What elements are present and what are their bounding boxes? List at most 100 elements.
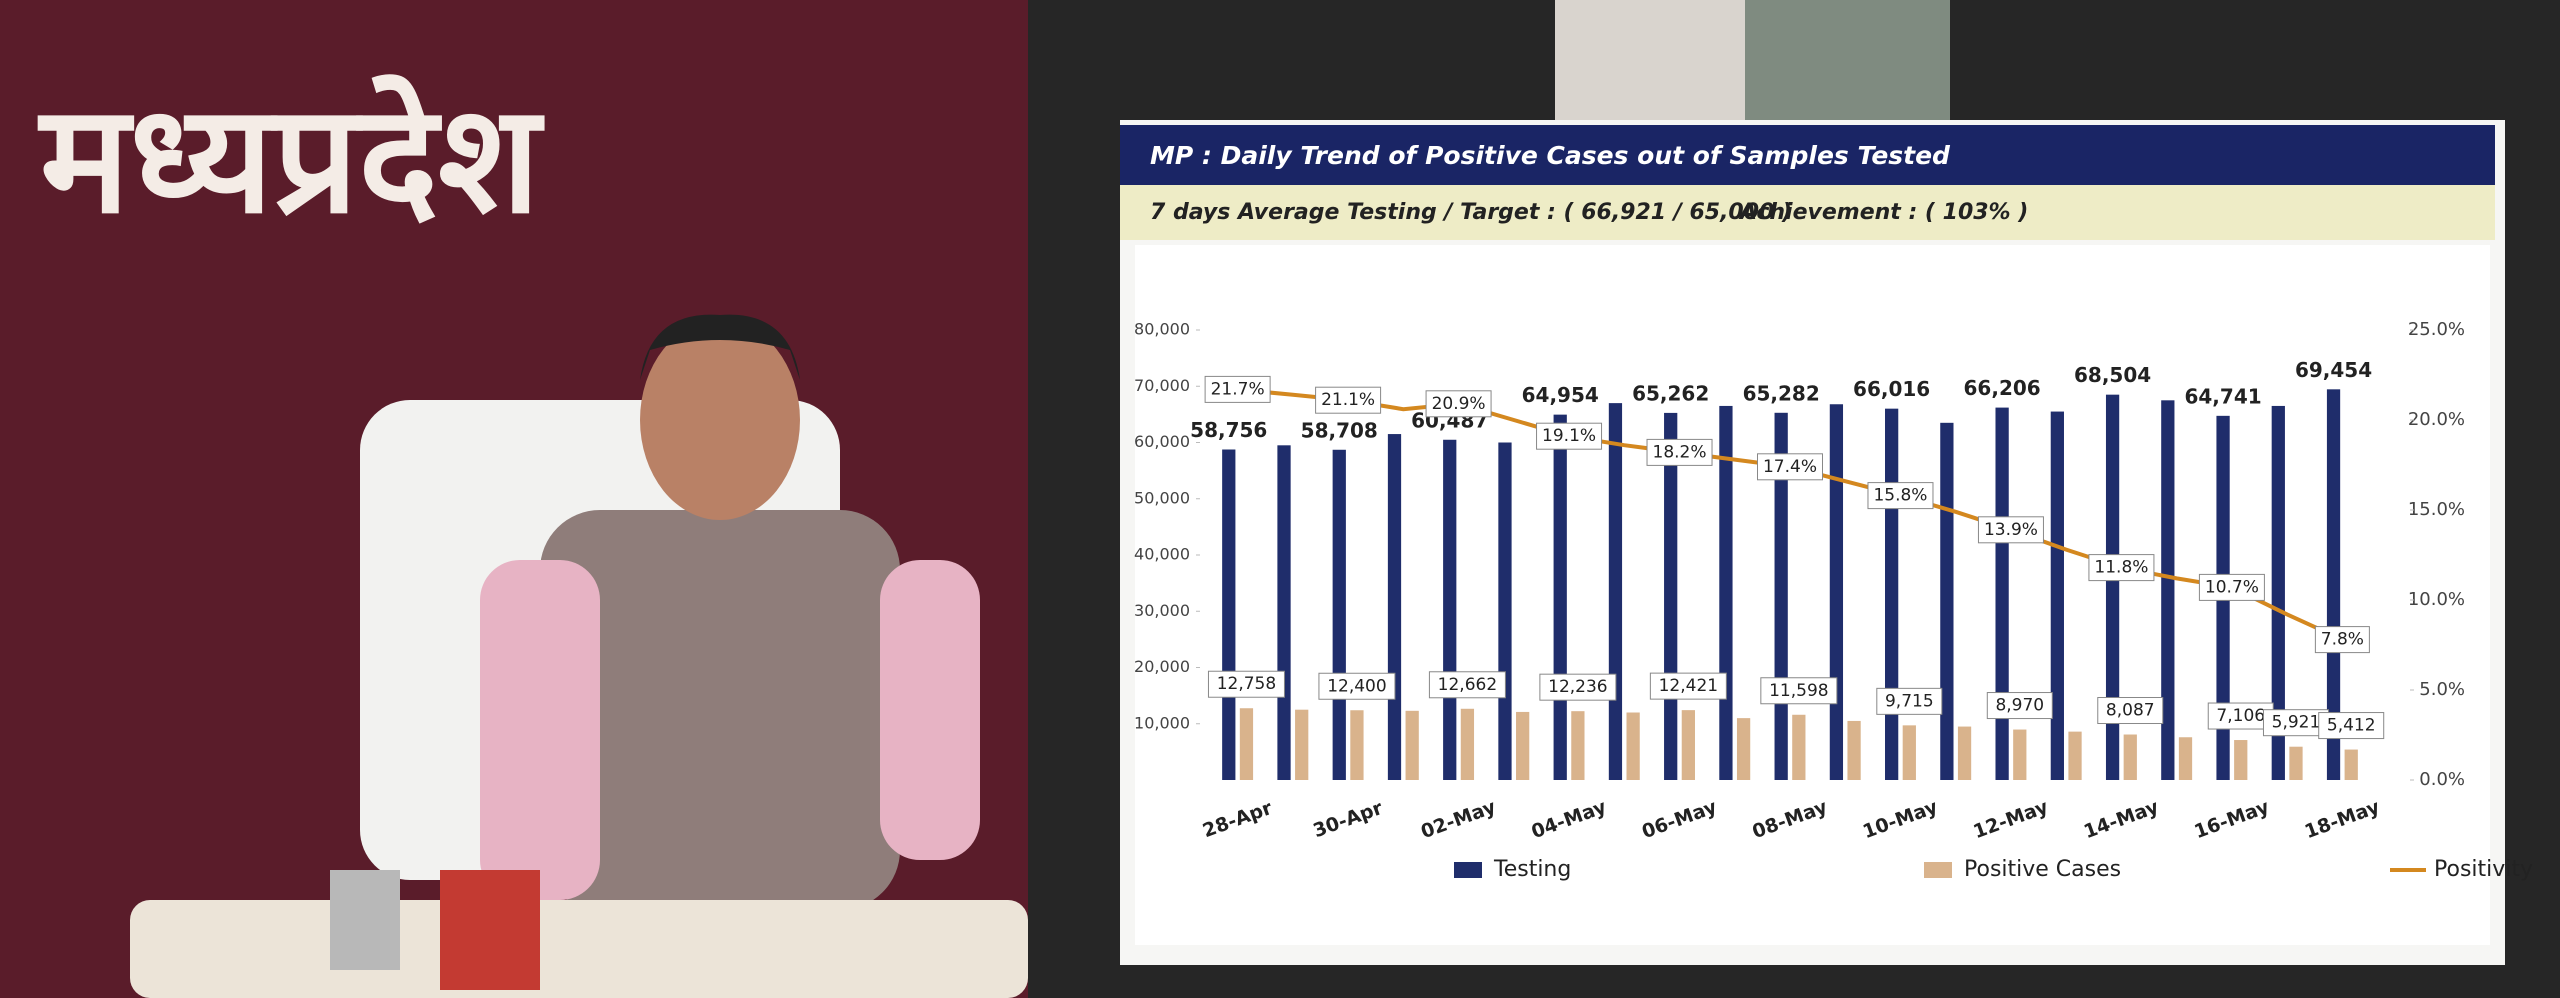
legend-swatch xyxy=(1924,862,1952,878)
sleeve-right xyxy=(880,560,980,860)
bar-value-label: 65,262 xyxy=(1632,381,1709,405)
bar xyxy=(1885,408,1899,780)
y-tick-label: 60,000 xyxy=(1134,432,1190,451)
bar xyxy=(2234,740,2248,780)
bar xyxy=(1829,404,1844,780)
bar xyxy=(1736,718,1751,780)
y-tick-label: 10,000 xyxy=(1134,713,1190,732)
line-value-label: 7.8% xyxy=(2321,630,2364,650)
y2-tick-label: 10.0% xyxy=(2408,589,2465,610)
bar xyxy=(1222,449,1236,780)
y-tick-label: 50,000 xyxy=(1134,488,1190,507)
bar-value-label: 8,970 xyxy=(1995,696,2044,716)
bar xyxy=(1405,710,1419,780)
bar-value-label: 12,662 xyxy=(1438,675,1497,695)
bar xyxy=(2068,731,2082,780)
line-value-label: 17.4% xyxy=(1763,457,1817,477)
bar-value-label: 5,412 xyxy=(2327,716,2376,736)
value-label-box xyxy=(1876,687,1943,715)
bar xyxy=(1460,708,1475,780)
bar xyxy=(1792,714,1806,780)
sleeve-left xyxy=(480,560,600,900)
line-value-label: 15.8% xyxy=(1873,486,1927,506)
y-tick-label: 30,000 xyxy=(1134,601,1190,620)
line-value-label: 18.2% xyxy=(1653,442,1707,462)
bar-value-label: 64,741 xyxy=(2184,384,2261,408)
vest xyxy=(540,510,900,910)
bar xyxy=(1498,442,1512,780)
legend-label: Testing xyxy=(1493,857,1571,882)
bar-value-label: 12,758 xyxy=(1217,674,1276,694)
bar xyxy=(1681,710,1695,780)
y-tick-label: 40,000 xyxy=(1134,545,1190,564)
bar xyxy=(1332,449,1346,780)
value-label-box xyxy=(1649,672,1727,700)
line-label-box xyxy=(1536,422,1603,450)
bar xyxy=(1553,414,1567,780)
line-label-box xyxy=(1425,390,1492,418)
bar-value-label: 66,206 xyxy=(1964,376,2041,400)
legend-swatch xyxy=(1454,862,1482,878)
bar xyxy=(1664,412,1678,780)
brand-text: मध्यप्रदेश xyxy=(37,73,545,247)
line-label-box xyxy=(2314,626,2370,654)
pen-stand xyxy=(440,870,540,990)
bar xyxy=(1902,725,1916,780)
bar xyxy=(2105,394,2120,780)
line-value-label: 21.1% xyxy=(1321,390,1375,410)
bar xyxy=(1626,712,1640,780)
line-value-label: 10.7% xyxy=(2205,577,2259,597)
value-label-box xyxy=(1539,673,1617,701)
bar-value-label: 68,504 xyxy=(2074,363,2151,387)
y2-tick-label: 15.0% xyxy=(2408,499,2465,520)
line-label-box xyxy=(1757,453,1823,481)
line-value-label: 21.7% xyxy=(1211,379,1265,399)
chart-subtitle: 7 days Average Testing / Target : ( 66,9… xyxy=(1150,200,1792,225)
value-label-box xyxy=(1760,677,1838,705)
bar xyxy=(1387,434,1402,780)
line-value-label: 20.9% xyxy=(1432,394,1486,414)
bar xyxy=(1350,710,1364,780)
bar xyxy=(1995,407,2009,780)
line-label-box xyxy=(1867,482,1934,510)
head xyxy=(640,320,800,520)
achievement: Achievement : ( 103% ) xyxy=(1738,200,2028,225)
bar xyxy=(1940,422,1954,780)
desk xyxy=(130,900,1028,998)
value-label-box xyxy=(2318,712,2385,740)
subtitle-bar xyxy=(1120,185,2495,240)
bar-value-label: 7,106 xyxy=(2216,706,2265,726)
bar xyxy=(2050,411,2064,780)
line-value-label: 19.1% xyxy=(1542,426,1596,446)
bar xyxy=(1571,711,1585,780)
cup xyxy=(330,870,400,970)
value-label-box xyxy=(2262,709,2329,737)
bar-value-label: 12,236 xyxy=(1548,677,1607,697)
bar-value-label: 69,454 xyxy=(2295,358,2372,382)
line-label-box xyxy=(1315,386,1382,414)
title-bar xyxy=(1120,125,2495,185)
bar xyxy=(1443,439,1457,780)
bar xyxy=(2013,729,2027,780)
value-label-box xyxy=(2207,702,2274,730)
bar xyxy=(1239,708,1254,780)
bar-value-label: 8,087 xyxy=(2106,701,2155,721)
y-tick-label: 20,000 xyxy=(1134,657,1190,676)
line-value-label: 13.9% xyxy=(1984,520,2038,540)
y2-tick-label: 5.0% xyxy=(2419,679,2465,700)
value-label-box xyxy=(1986,692,2053,720)
value-label-box xyxy=(1428,671,1506,699)
bar-value-label: 5,921 xyxy=(2272,713,2321,733)
bar xyxy=(1608,403,1623,780)
bar xyxy=(2326,389,2341,780)
value-label-box xyxy=(2097,697,2164,725)
bar-value-label: 11,598 xyxy=(1769,681,1828,701)
bar xyxy=(1957,726,1972,780)
y2-tick-label: 20.0% xyxy=(2408,409,2465,430)
bar xyxy=(1719,405,1733,780)
hair xyxy=(640,314,800,380)
line-label-box xyxy=(1977,516,2044,544)
line-label-box xyxy=(1204,375,1271,403)
